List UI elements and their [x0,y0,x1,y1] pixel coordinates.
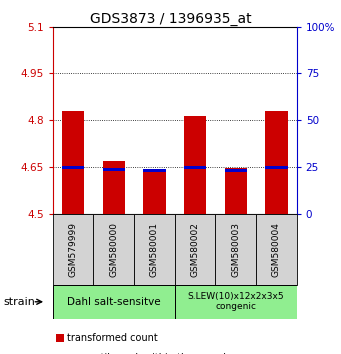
Bar [143,169,166,214]
Bar [265,166,287,169]
Bar [175,285,297,319]
Bar [53,214,93,285]
Text: GSM580004: GSM580004 [272,222,281,277]
Bar [224,169,247,172]
Bar [62,111,84,214]
Text: S.LEW(10)x12x2x3x5
congenic: S.LEW(10)x12x2x3x5 congenic [188,292,284,312]
Bar [216,214,256,285]
Text: GSM580001: GSM580001 [150,222,159,277]
Text: GSM580002: GSM580002 [191,222,199,277]
Bar [62,166,84,170]
Bar [224,168,247,214]
Text: percentile rank within the sample: percentile rank within the sample [67,353,232,354]
Bar [256,214,297,285]
Bar [184,116,206,214]
Bar [103,161,125,214]
Bar [103,168,125,171]
Bar [184,166,206,169]
Bar [175,214,216,285]
Bar [143,169,166,172]
Text: Dahl salt-sensitve: Dahl salt-sensitve [67,297,161,307]
Text: strain: strain [3,297,35,307]
Text: GSM580000: GSM580000 [109,222,118,277]
Text: GDS3873 / 1396935_at: GDS3873 / 1396935_at [90,12,251,27]
Bar [265,111,287,214]
Text: transformed count: transformed count [67,333,158,343]
Text: GSM580003: GSM580003 [231,222,240,277]
Bar [53,285,175,319]
Bar [134,214,175,285]
Text: GSM579999: GSM579999 [69,222,78,277]
Bar [93,214,134,285]
